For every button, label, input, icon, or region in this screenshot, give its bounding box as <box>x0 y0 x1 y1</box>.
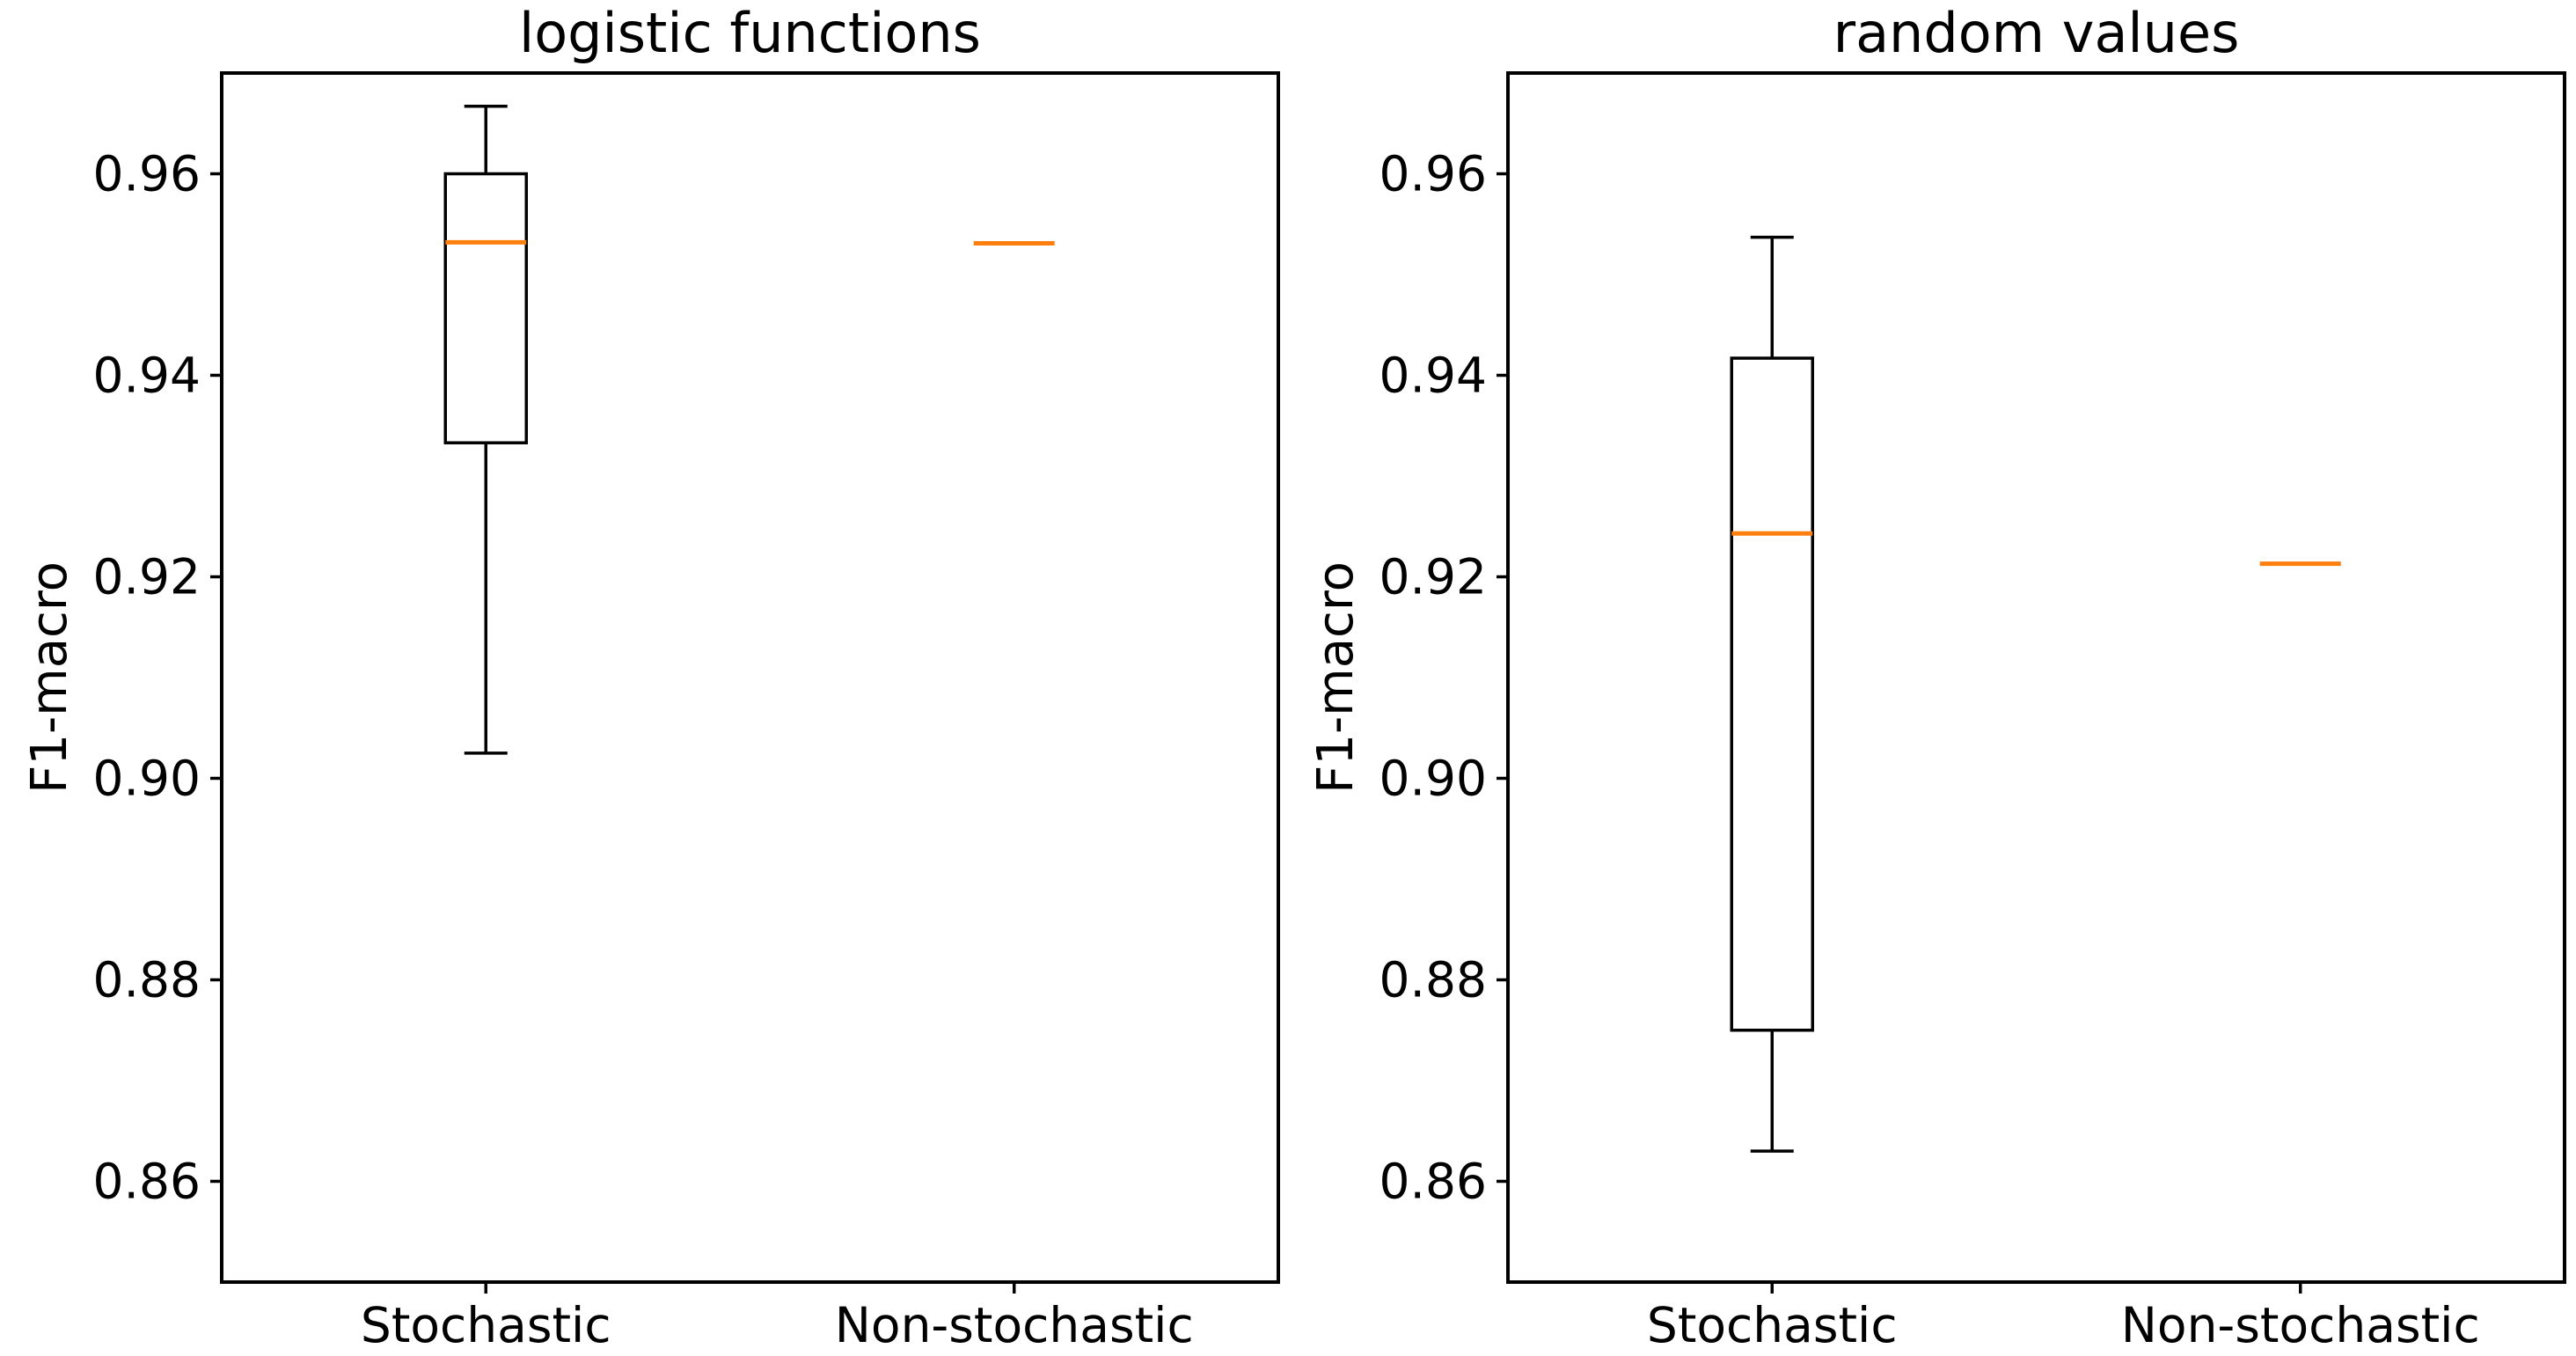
box-stochastic <box>443 105 528 755</box>
y-tick-label: 0.92 <box>1379 549 1487 605</box>
y-tick-label: 0.92 <box>93 549 201 605</box>
y-tick-label: 0.88 <box>93 952 201 1008</box>
subplot-title: logistic functions <box>519 1 981 65</box>
y-tick-label: 0.86 <box>1379 1154 1487 1210</box>
y-tick-label: 0.88 <box>1379 952 1487 1008</box>
y-tick-label: 0.94 <box>1379 348 1487 404</box>
y-tick-label: 0.94 <box>93 348 201 404</box>
axes-frame <box>1506 71 2566 1284</box>
x-tick-label: Non-stochastic <box>2121 1297 2480 1353</box>
subplot-title: random values <box>1833 1 2240 65</box>
x-tick-label: Stochastic <box>1647 1297 1898 1353</box>
x-tick-label: Non-stochastic <box>835 1297 1194 1353</box>
y-axis-label: F1-macro <box>21 561 78 794</box>
iqr-box <box>443 172 528 444</box>
y-tick-label: 0.96 <box>93 146 201 202</box>
y-tick-label: 0.86 <box>93 1154 201 1210</box>
y-tick-label: 0.96 <box>1379 146 1487 202</box>
subplot-random-values: 0.86 0.88 0.90 0.92 0.94 0.96 Stochastic Non-st… <box>1307 1 2566 1353</box>
y-tick-label: 0.90 <box>93 751 201 807</box>
y-tick-label: 0.90 <box>1379 751 1487 807</box>
subplot-logistic-functions: 0.86 0.88 0.90 0.92 0.94 0.96 Stochastic Non-st… <box>21 1 1280 1353</box>
box-stochastic <box>1730 235 1814 1153</box>
y-axis-label: F1-macro <box>1307 561 1365 794</box>
iqr-box <box>1730 356 1814 1032</box>
axes-frame <box>220 71 1280 1284</box>
x-tick-label: Stochastic <box>361 1297 611 1353</box>
